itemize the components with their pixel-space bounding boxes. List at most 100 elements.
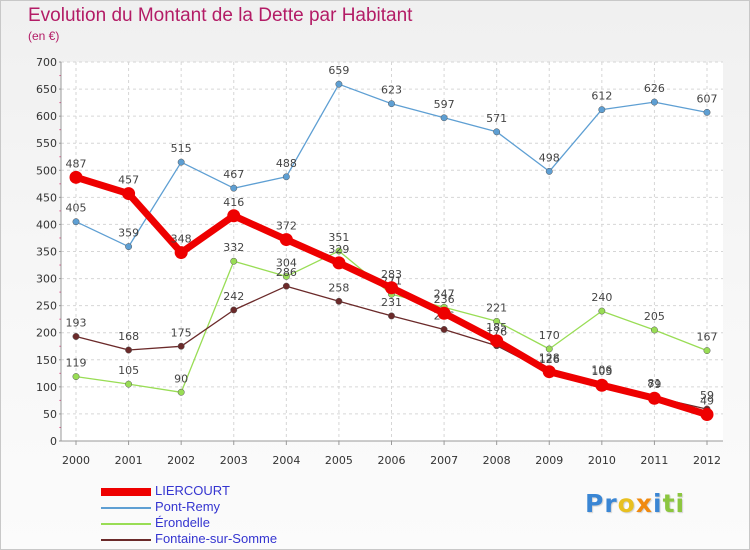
x-tick-label: 2009 [535,454,563,467]
data-label: 416 [223,196,244,209]
data-point [177,342,185,350]
data-point [174,246,188,260]
logo-letter: P [585,489,605,518]
x-tick-label: 2004 [272,454,300,467]
data-label: 623 [381,84,402,97]
x-tick-label: 2003 [220,454,248,467]
data-label: 498 [539,151,560,164]
data-label: 193 [66,317,87,330]
data-point [542,365,556,379]
x-tick-label: 2010 [588,454,616,467]
y-tick-label: 100 [36,381,57,394]
data-point [703,347,711,355]
legend-label: Pont-Remy [155,499,221,514]
logo-letter: i [653,489,663,518]
data-point [335,297,343,305]
data-label: 467 [223,168,244,181]
data-point [388,312,395,320]
data-point [72,218,80,226]
y-tick-label: 200 [36,327,57,340]
data-point [279,233,293,247]
y-tick-label: 450 [36,191,57,204]
data-label: 81 [647,377,661,390]
data-point [230,184,238,192]
data-point [545,167,553,175]
logo-letter: o [617,489,636,518]
data-point [332,256,346,270]
data-label: 103 [591,365,612,378]
data-point [490,334,504,348]
data-point [282,272,290,280]
data-point [230,257,238,265]
data-label: 283 [381,268,402,281]
data-point [122,187,136,201]
data-point [69,170,83,184]
legend-swatch [101,539,151,541]
data-label: 247 [434,287,455,300]
data-point [493,128,501,136]
y-tick-label: 650 [36,83,57,96]
data-label: 79 [647,378,661,391]
logo-letter: i [675,489,686,518]
data-label: 105 [118,364,139,377]
x-tick-label: 2012 [693,454,721,467]
x-tick-label: 2008 [483,454,511,467]
data-point [335,80,343,88]
data-point [650,326,658,334]
series-liercourt: 487 457 348 416 372 329 283 236 185 128 103 79 49 [66,157,714,421]
legend-label: LIERCOURT [155,483,230,498]
data-label: 231 [381,296,402,309]
data-point [388,100,395,108]
data-label: 457 [118,174,139,187]
proxiti-logo: Proxiti [585,489,685,518]
data-label: 119 [66,357,87,370]
data-point [440,326,448,333]
data-point [125,380,133,388]
data-point [598,307,606,315]
data-point [227,209,241,223]
data-point [598,106,606,114]
y-tick-label: 400 [36,218,57,231]
x-tick-label: 2006 [378,454,406,467]
x-tick-label: 2005 [325,454,353,467]
data-label: 515 [171,142,192,155]
logo-letter: x [635,489,653,518]
data-label: 168 [118,330,139,343]
y-tick-label: 0 [50,435,57,448]
data-point [700,407,714,421]
data-point [703,108,711,116]
data-label: 332 [223,241,244,254]
data-point [282,282,290,290]
y-tick-label: 300 [36,273,57,286]
data-label: 286 [276,266,297,279]
chart-title: Evolution du Montant de la Dette par Hab… [28,5,413,26]
x-tick-label: 2000 [62,454,90,467]
data-point [650,98,658,106]
data-label: 487 [66,157,87,170]
data-point [440,114,448,122]
logo-letter: r [604,489,618,518]
x-tick-label: 2011 [640,454,668,467]
data-point [125,346,133,354]
data-label: 348 [171,233,192,246]
data-label: 106 [591,364,612,377]
legend-swatch [101,523,151,525]
data-label: 304 [276,256,297,269]
data-label: 185 [486,321,507,334]
data-label: 607 [697,92,718,105]
y-tick-label: 50 [43,408,57,421]
data-label: 405 [66,202,87,215]
data-label: 221 [486,301,507,314]
chart-unit-label: (en €) [28,29,60,43]
y-tick-label: 700 [36,56,57,69]
y-tick-label: 150 [36,354,57,367]
data-label: 258 [328,281,349,294]
data-label: 659 [328,64,349,77]
data-label: 372 [276,220,297,233]
data-label: 175 [171,326,192,339]
data-label: 571 [486,112,507,125]
data-label: 351 [328,231,349,244]
data-label: 90 [174,372,188,385]
